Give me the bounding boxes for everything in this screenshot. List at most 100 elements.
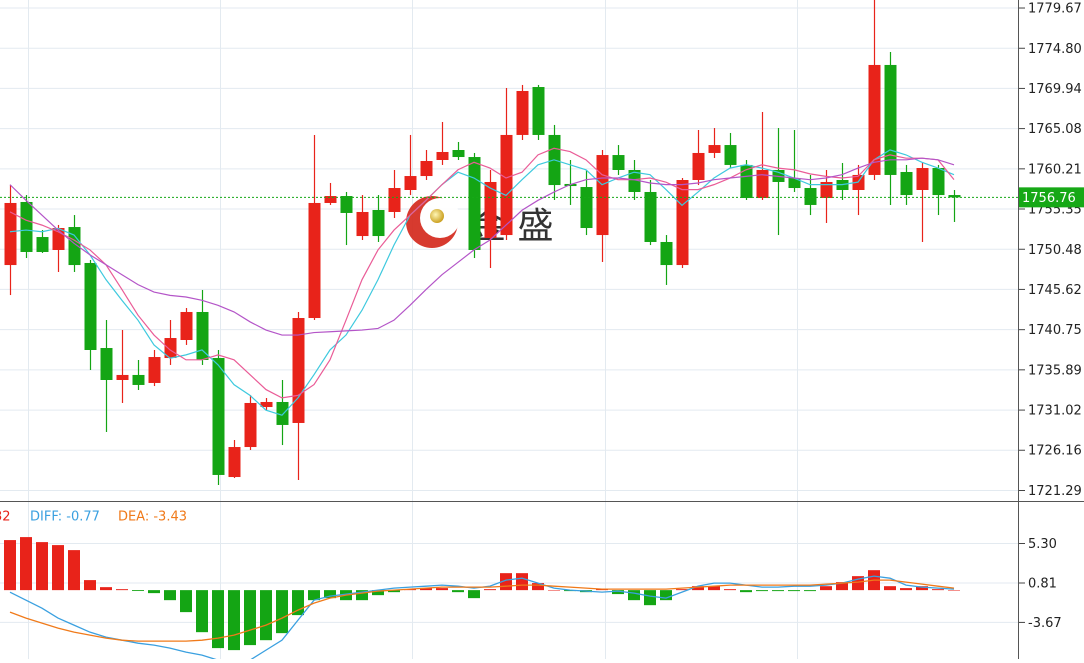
- y-tick-label: 1726.16: [1028, 444, 1082, 459]
- macd-bar: [932, 589, 944, 591]
- macd-bar: [244, 590, 256, 646]
- macd-bar: [164, 590, 176, 601]
- candle-body: [212, 358, 225, 475]
- y-tick-label: 1779.67: [1028, 2, 1082, 17]
- candle-body: [164, 338, 177, 359]
- y-tick-label: 1774.80: [1028, 42, 1082, 57]
- macd-bar: [68, 550, 80, 591]
- candle-body: [148, 357, 161, 383]
- macd-bar: [4, 540, 16, 591]
- candle-body: [804, 188, 817, 205]
- candle-body: [276, 401, 289, 425]
- candle-body: [644, 191, 657, 242]
- macd-bar: [788, 590, 800, 592]
- macd-bar: [628, 590, 640, 601]
- candle-body: [324, 196, 337, 203]
- candle-body: [292, 318, 305, 423]
- macd-bar: [740, 590, 752, 593]
- candle-body: [932, 168, 945, 196]
- macd-bar: [772, 590, 784, 592]
- candle-body: [196, 311, 209, 360]
- legend-label: 32: [0, 510, 11, 525]
- macd-bar: [276, 590, 288, 634]
- macd-line: [9, 575, 955, 659]
- candle-body: [676, 180, 689, 266]
- macd-bar: [884, 586, 896, 591]
- macd-bar: [756, 590, 768, 592]
- y-tick-label: 1721.29: [1028, 484, 1082, 499]
- macd-bar: [660, 590, 672, 601]
- y-tick-label: 1745.62: [1028, 283, 1082, 298]
- candle-body: [948, 195, 961, 198]
- candle-body: [532, 87, 545, 135]
- macd-bar: [180, 590, 192, 613]
- macd-bar: [436, 588, 448, 591]
- candle-body: [660, 241, 673, 266]
- candle-body: [436, 151, 449, 160]
- candle-body: [20, 201, 33, 252]
- candle-body: [68, 227, 81, 266]
- candle-body: [244, 402, 257, 448]
- y-tick-label: 1750.48: [1028, 243, 1082, 258]
- candle-body: [788, 178, 801, 189]
- macd-bar: [196, 590, 208, 633]
- candle-body: [596, 155, 609, 236]
- macd-bar: [20, 537, 32, 591]
- macd-bar: [820, 586, 832, 591]
- axis-panel: [1018, 0, 1084, 659]
- candle-body: [340, 196, 353, 213]
- macd-bar: [516, 573, 528, 591]
- candle-body: [628, 170, 641, 192]
- macd-bar: [724, 589, 736, 591]
- y-tick-label: 1769.94: [1028, 82, 1082, 97]
- macd-bar: [916, 586, 928, 591]
- candle-body: [468, 157, 481, 250]
- candle-body: [756, 170, 769, 199]
- macd-bar: [52, 545, 64, 591]
- candle-body: [580, 187, 593, 229]
- candle-body: [452, 150, 465, 158]
- macd-bar: [532, 583, 544, 591]
- macd-bar: [612, 590, 624, 595]
- y-tick-label: 1740.75: [1028, 323, 1082, 338]
- candle-body: [372, 210, 385, 237]
- candle-body: [724, 145, 737, 165]
- candle-body: [4, 202, 17, 266]
- candle-body: [84, 262, 97, 350]
- macd-bar: [148, 590, 160, 594]
- candle-body: [260, 401, 273, 408]
- candle-body: [740, 164, 753, 199]
- y-tick-label: 0.81: [1028, 577, 1057, 592]
- macd-line: [9, 579, 955, 642]
- macd-bar: [644, 590, 656, 606]
- macd-bar: [804, 590, 816, 592]
- y-tick-label: -3.67: [1028, 616, 1062, 631]
- candle-body: [500, 134, 513, 236]
- macd-bar: [452, 590, 464, 593]
- candle-body: [180, 311, 193, 340]
- candle-body: [132, 374, 145, 385]
- logo-ball: [430, 209, 444, 223]
- macd-bar: [36, 542, 48, 591]
- macd-bar: [324, 590, 336, 599]
- last-price-box: [1019, 187, 1084, 208]
- y-tick-label: 1735.89: [1028, 363, 1082, 378]
- macd-bar: [548, 590, 560, 591]
- macd-bar: [468, 590, 480, 599]
- candle-body: [100, 348, 113, 380]
- candle-body: [404, 176, 417, 190]
- candle-body: [692, 152, 705, 180]
- ma-line: [9, 147, 955, 399]
- candle-body: [52, 228, 65, 250]
- macd-bar: [708, 586, 720, 591]
- candle-body: [900, 171, 913, 196]
- macd-bar: [292, 590, 304, 616]
- y-tick-label: 1731.02: [1028, 404, 1082, 419]
- candle-body: [868, 64, 881, 175]
- candle-body: [420, 160, 433, 177]
- legend-entry: DEA: -3.43: [118, 510, 187, 525]
- candle-body: [820, 181, 833, 199]
- macd-bar: [420, 588, 432, 591]
- ma-line: [9, 157, 955, 336]
